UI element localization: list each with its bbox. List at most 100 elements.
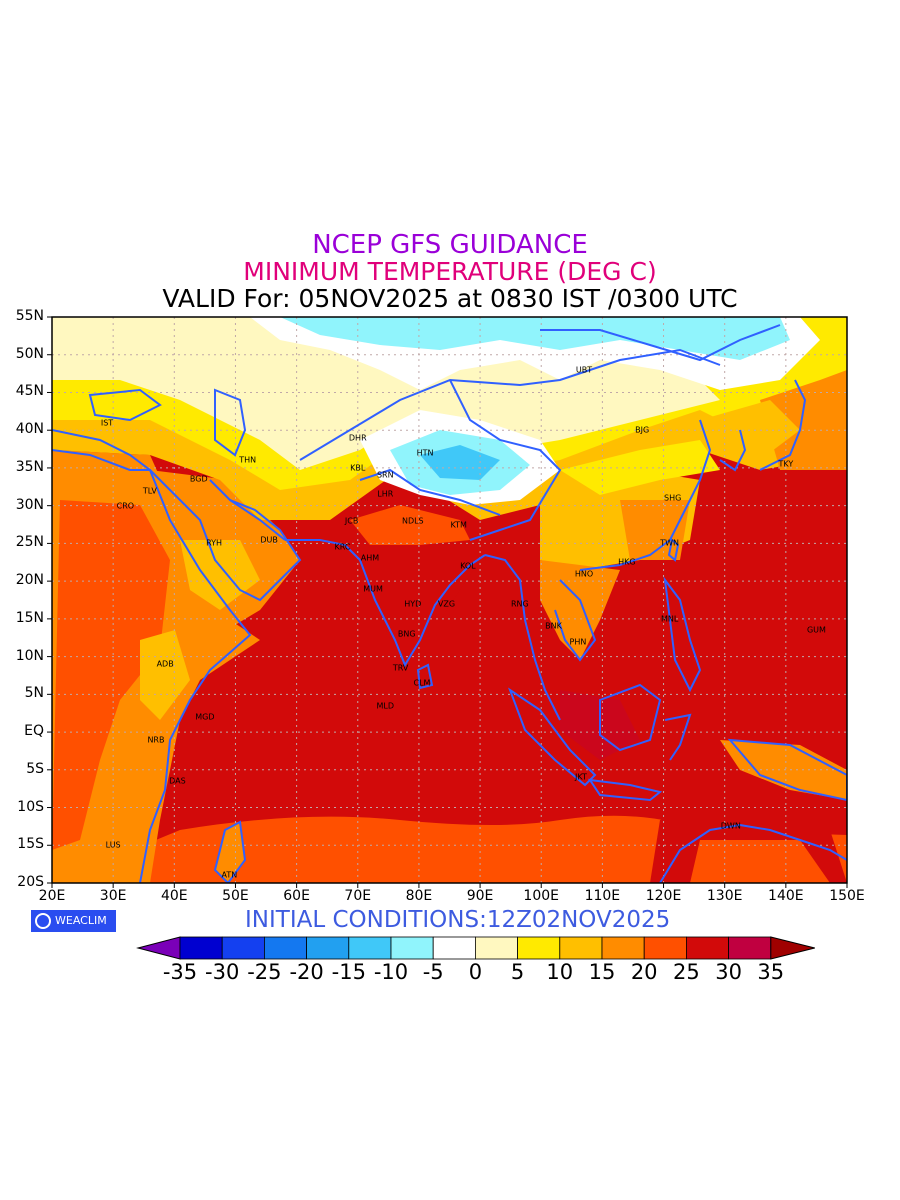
lon-label: 140E	[768, 888, 804, 904]
colorbar-box	[348, 936, 392, 960]
colorbar-box	[263, 936, 307, 960]
lat-label: 20S	[17, 874, 44, 890]
city-label: VZG	[437, 599, 456, 609]
colorbar-box	[306, 936, 350, 960]
weaclim-text: WEACLIM	[55, 914, 107, 927]
colorbar-label: -5	[422, 960, 444, 984]
city-label: UBT	[575, 365, 593, 375]
city-label: TRV	[392, 663, 409, 673]
city-label: BNG	[397, 629, 416, 639]
lon-label: 80E	[405, 888, 433, 904]
colorbar-label: 15	[588, 960, 616, 984]
city-label: LHR	[377, 489, 394, 499]
city-label: GUM	[806, 625, 826, 635]
colorbar-label: 5	[510, 960, 525, 984]
lat-label: 55N	[15, 308, 44, 324]
city-label: HNO	[574, 569, 594, 579]
map-frame	[51, 316, 848, 884]
colorbar-box	[221, 936, 265, 960]
city-label: DAS	[169, 776, 186, 786]
city-label: PHN	[569, 637, 587, 646]
city-label: MGD	[195, 712, 215, 722]
lat-label: 15S	[17, 836, 44, 853]
colorbar-min-arrow	[136, 936, 181, 960]
lon-label: 150E	[829, 888, 865, 904]
colorbar-label: 0	[468, 960, 483, 984]
city-label: SHG	[664, 493, 682, 503]
city-label: THN	[239, 455, 257, 465]
city-label: RNG	[510, 599, 529, 609]
city-label: RYH	[206, 538, 223, 548]
colorbar	[136, 936, 815, 960]
colorbar-label: -35	[162, 960, 198, 984]
lon-label: 110E	[584, 888, 621, 904]
city-label: IST	[100, 418, 114, 428]
colorbar-label: 30	[715, 960, 742, 984]
city-label: TLV	[142, 486, 157, 496]
city-label: JKT	[575, 772, 587, 782]
colorbar-label: -20	[289, 960, 324, 984]
initial-conditions: INITIAL CONDITIONS:12Z02NOV2025	[245, 907, 671, 933]
colorbar-box	[179, 936, 223, 960]
coastlines	[52, 324, 847, 883]
lat-label: 40N	[15, 421, 44, 438]
graticule	[52, 317, 847, 883]
city-label: CLM	[413, 678, 431, 688]
lat-label: 20N	[15, 572, 44, 589]
city-label: AHM	[360, 553, 380, 563]
city-label: KOL	[460, 561, 476, 571]
colorbar-label: -30	[205, 960, 240, 984]
city-label: HYD	[404, 599, 422, 609]
colorbar-label: -15	[331, 960, 366, 984]
colorbar-box	[559, 936, 603, 960]
city-label: HKG	[618, 557, 636, 567]
lon-label: 40E	[160, 888, 188, 904]
city-label: SRN	[376, 470, 394, 480]
city-label: BNK	[545, 621, 562, 631]
city-label: HTN	[416, 448, 434, 458]
city-label: KBL	[350, 463, 366, 473]
temperature-map	[47, 316, 848, 960]
lon-label: 70E	[344, 888, 372, 904]
lat-label: 25N	[15, 534, 44, 551]
colorbar-label: -25	[247, 960, 282, 984]
city-label: BJG	[635, 425, 650, 435]
city-label: LUS	[105, 840, 121, 850]
lon-label: 30E	[99, 888, 127, 904]
city-label: DHR	[348, 433, 367, 443]
axis-ticks	[47, 316, 848, 888]
colorbar-box	[390, 936, 434, 960]
lat-label: EQ	[24, 723, 44, 740]
lat-label: 10S	[17, 798, 44, 815]
title-model: NCEP GFS GUIDANCE	[312, 230, 588, 260]
colorbar-box	[432, 936, 476, 960]
lat-label: 5S	[26, 760, 44, 777]
colorbar-label: 10	[546, 960, 574, 984]
lat-label: 5N	[24, 685, 44, 702]
colorbar-label: 25	[673, 960, 700, 984]
lon-label: 100E	[523, 888, 559, 904]
weaclim-logo: WEACLIM	[31, 910, 116, 932]
colorbar-box	[643, 936, 687, 960]
city-label: TKY	[778, 459, 794, 469]
city-label: MUM	[363, 584, 383, 594]
city-label: ADB	[156, 659, 174, 669]
city-label: TWN	[660, 538, 680, 548]
colorbar-label: 35	[757, 960, 785, 984]
city-label: NDLS	[401, 516, 424, 526]
lon-label: 20E	[38, 888, 66, 904]
colorbar-box	[601, 936, 645, 960]
city-label: BGD	[189, 474, 208, 484]
city-label: JCB	[344, 516, 359, 526]
temperature-field	[52, 317, 847, 883]
colorbar-box	[728, 936, 772, 960]
city-label: CRO	[116, 501, 135, 511]
lat-label: 30N	[15, 496, 44, 513]
colorbar-box	[686, 936, 730, 960]
lat-label: 35N	[15, 458, 44, 475]
title-variable: MINIMUM TEMPERATURE (DEG C)	[243, 257, 657, 286]
lat-label: 15N	[15, 609, 44, 626]
lat-label: 10N	[15, 647, 44, 664]
lon-label: 90E	[466, 888, 494, 904]
city-label: KRC	[334, 542, 351, 552]
